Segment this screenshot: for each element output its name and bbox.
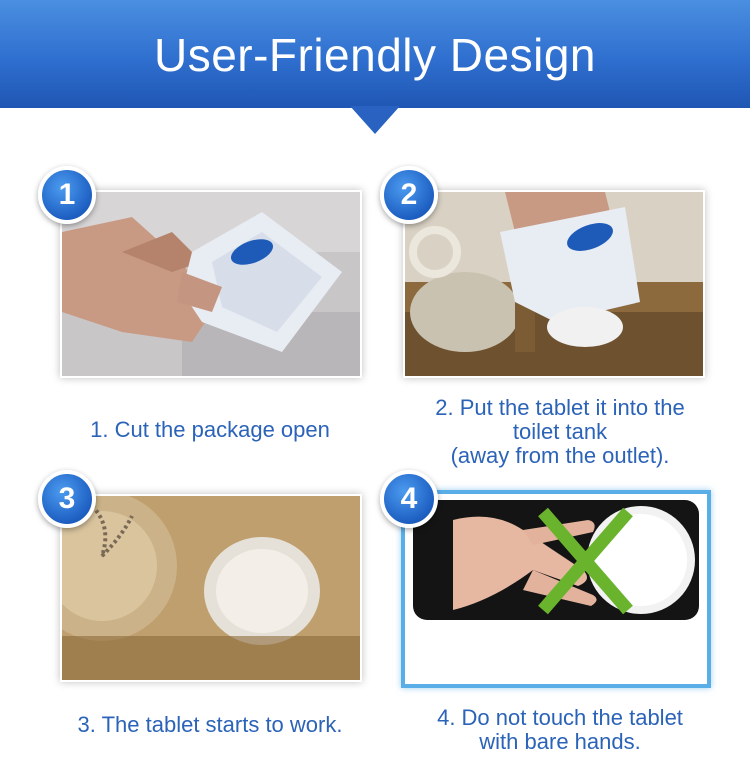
step-2-caption: 2. Put the tablet it into the toilet tan… [390, 396, 730, 468]
step-2-caption-line-3: (away from the outlet). [450, 443, 670, 468]
step-4-caption-line-1: 4. Do not touch the tablet [437, 705, 683, 730]
banner-pointer [350, 106, 400, 134]
step-3-caption: 3. The tablet starts to work. [30, 713, 390, 737]
step-3-photo [62, 496, 360, 680]
step-4-caption-line-2: with bare hands. [479, 729, 641, 754]
step-2-badge: 2 [380, 166, 438, 224]
step-1-photo [62, 192, 360, 376]
step-3-caption-line: 3. The tablet starts to work. [77, 712, 343, 737]
step-2-card [403, 190, 705, 378]
step-4-photo [413, 500, 699, 620]
step-2-photo [405, 192, 703, 376]
step-2-caption-line-2: toilet tank [512, 419, 608, 444]
step-2-caption-line-1: 2. Put the tablet it into the [435, 395, 685, 420]
step-3-badge: 3 [38, 470, 96, 528]
page-title: User-Friendly Design [153, 29, 596, 81]
step-1-caption: 1. Cut the package open [30, 418, 390, 442]
step-1-badge: 1 [38, 166, 96, 224]
step-3-card [60, 494, 362, 682]
step-4-caption: 4. Do not touch the tablet with bare han… [390, 706, 730, 754]
step-4-card [401, 490, 711, 688]
step-1-card [60, 190, 362, 378]
header-banner [0, 0, 750, 108]
step-4-badge: 4 [380, 470, 438, 528]
step-1-caption-line: 1. Cut the package open [90, 417, 330, 442]
